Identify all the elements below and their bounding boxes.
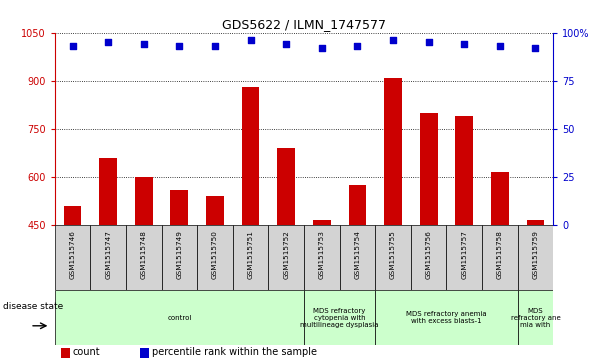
Bar [135, 177, 153, 225]
Bar [375, 290, 517, 345]
Bar [446, 225, 482, 290]
Text: GSM1515750: GSM1515750 [212, 230, 218, 279]
Bar [348, 185, 366, 225]
Point [282, 41, 291, 47]
Bar [126, 225, 162, 290]
Bar [375, 225, 411, 290]
Bar [99, 158, 117, 225]
Text: GSM1515746: GSM1515746 [69, 230, 75, 279]
Bar [64, 206, 81, 225]
Text: GSM1515759: GSM1515759 [533, 230, 539, 279]
Text: GSM1515757: GSM1515757 [461, 230, 468, 279]
Text: GSM1515753: GSM1515753 [319, 230, 325, 279]
Bar [304, 290, 375, 345]
Point [353, 43, 362, 49]
Point [317, 45, 326, 51]
Text: MDS refractory
cytopenia with
multilineage dysplasia: MDS refractory cytopenia with multilinea… [300, 307, 379, 328]
Text: MDS refractory anemia
with excess blasts-1: MDS refractory anemia with excess blasts… [406, 311, 487, 324]
Text: disease state: disease state [3, 302, 63, 311]
Point [246, 37, 255, 43]
Bar [162, 225, 197, 290]
Text: GSM1515749: GSM1515749 [176, 230, 182, 279]
Bar [304, 225, 340, 290]
Bar [55, 290, 304, 345]
Point [139, 41, 148, 47]
Text: GSM1515747: GSM1515747 [105, 230, 111, 279]
Bar [491, 172, 509, 225]
Text: GSM1515752: GSM1515752 [283, 230, 289, 279]
Text: GSM1515756: GSM1515756 [426, 230, 432, 279]
Bar [340, 225, 375, 290]
Title: GDS5622 / ILMN_1747577: GDS5622 / ILMN_1747577 [222, 19, 386, 32]
Bar [91, 225, 126, 290]
Bar [55, 225, 91, 290]
Bar [268, 225, 304, 290]
Point [103, 39, 113, 45]
Bar [517, 290, 553, 345]
Bar [384, 78, 402, 225]
Point [388, 37, 398, 43]
Bar [455, 116, 473, 225]
Text: GSM1515758: GSM1515758 [497, 230, 503, 279]
Text: GSM1515751: GSM1515751 [247, 230, 254, 279]
Bar [420, 113, 438, 225]
Bar [170, 190, 188, 225]
Text: MDS
refractory ane
mia with: MDS refractory ane mia with [511, 307, 561, 328]
Bar [411, 225, 446, 290]
Point [67, 43, 77, 49]
Bar [482, 225, 517, 290]
Point [460, 41, 469, 47]
Bar [527, 220, 544, 225]
Bar [313, 220, 331, 225]
Bar [517, 225, 553, 290]
Text: GSM1515755: GSM1515755 [390, 230, 396, 279]
Text: count: count [73, 347, 100, 357]
Point [210, 43, 220, 49]
Point [424, 39, 434, 45]
Text: control: control [167, 315, 192, 321]
Bar [206, 196, 224, 225]
Text: percentile rank within the sample: percentile rank within the sample [152, 347, 317, 357]
Bar [241, 87, 260, 225]
Text: GSM1515748: GSM1515748 [140, 230, 147, 279]
Point [531, 45, 541, 51]
Text: GSM1515754: GSM1515754 [354, 230, 361, 279]
Point [495, 43, 505, 49]
Bar [277, 148, 295, 225]
Bar [197, 225, 233, 290]
Point [174, 43, 184, 49]
Bar [233, 225, 268, 290]
